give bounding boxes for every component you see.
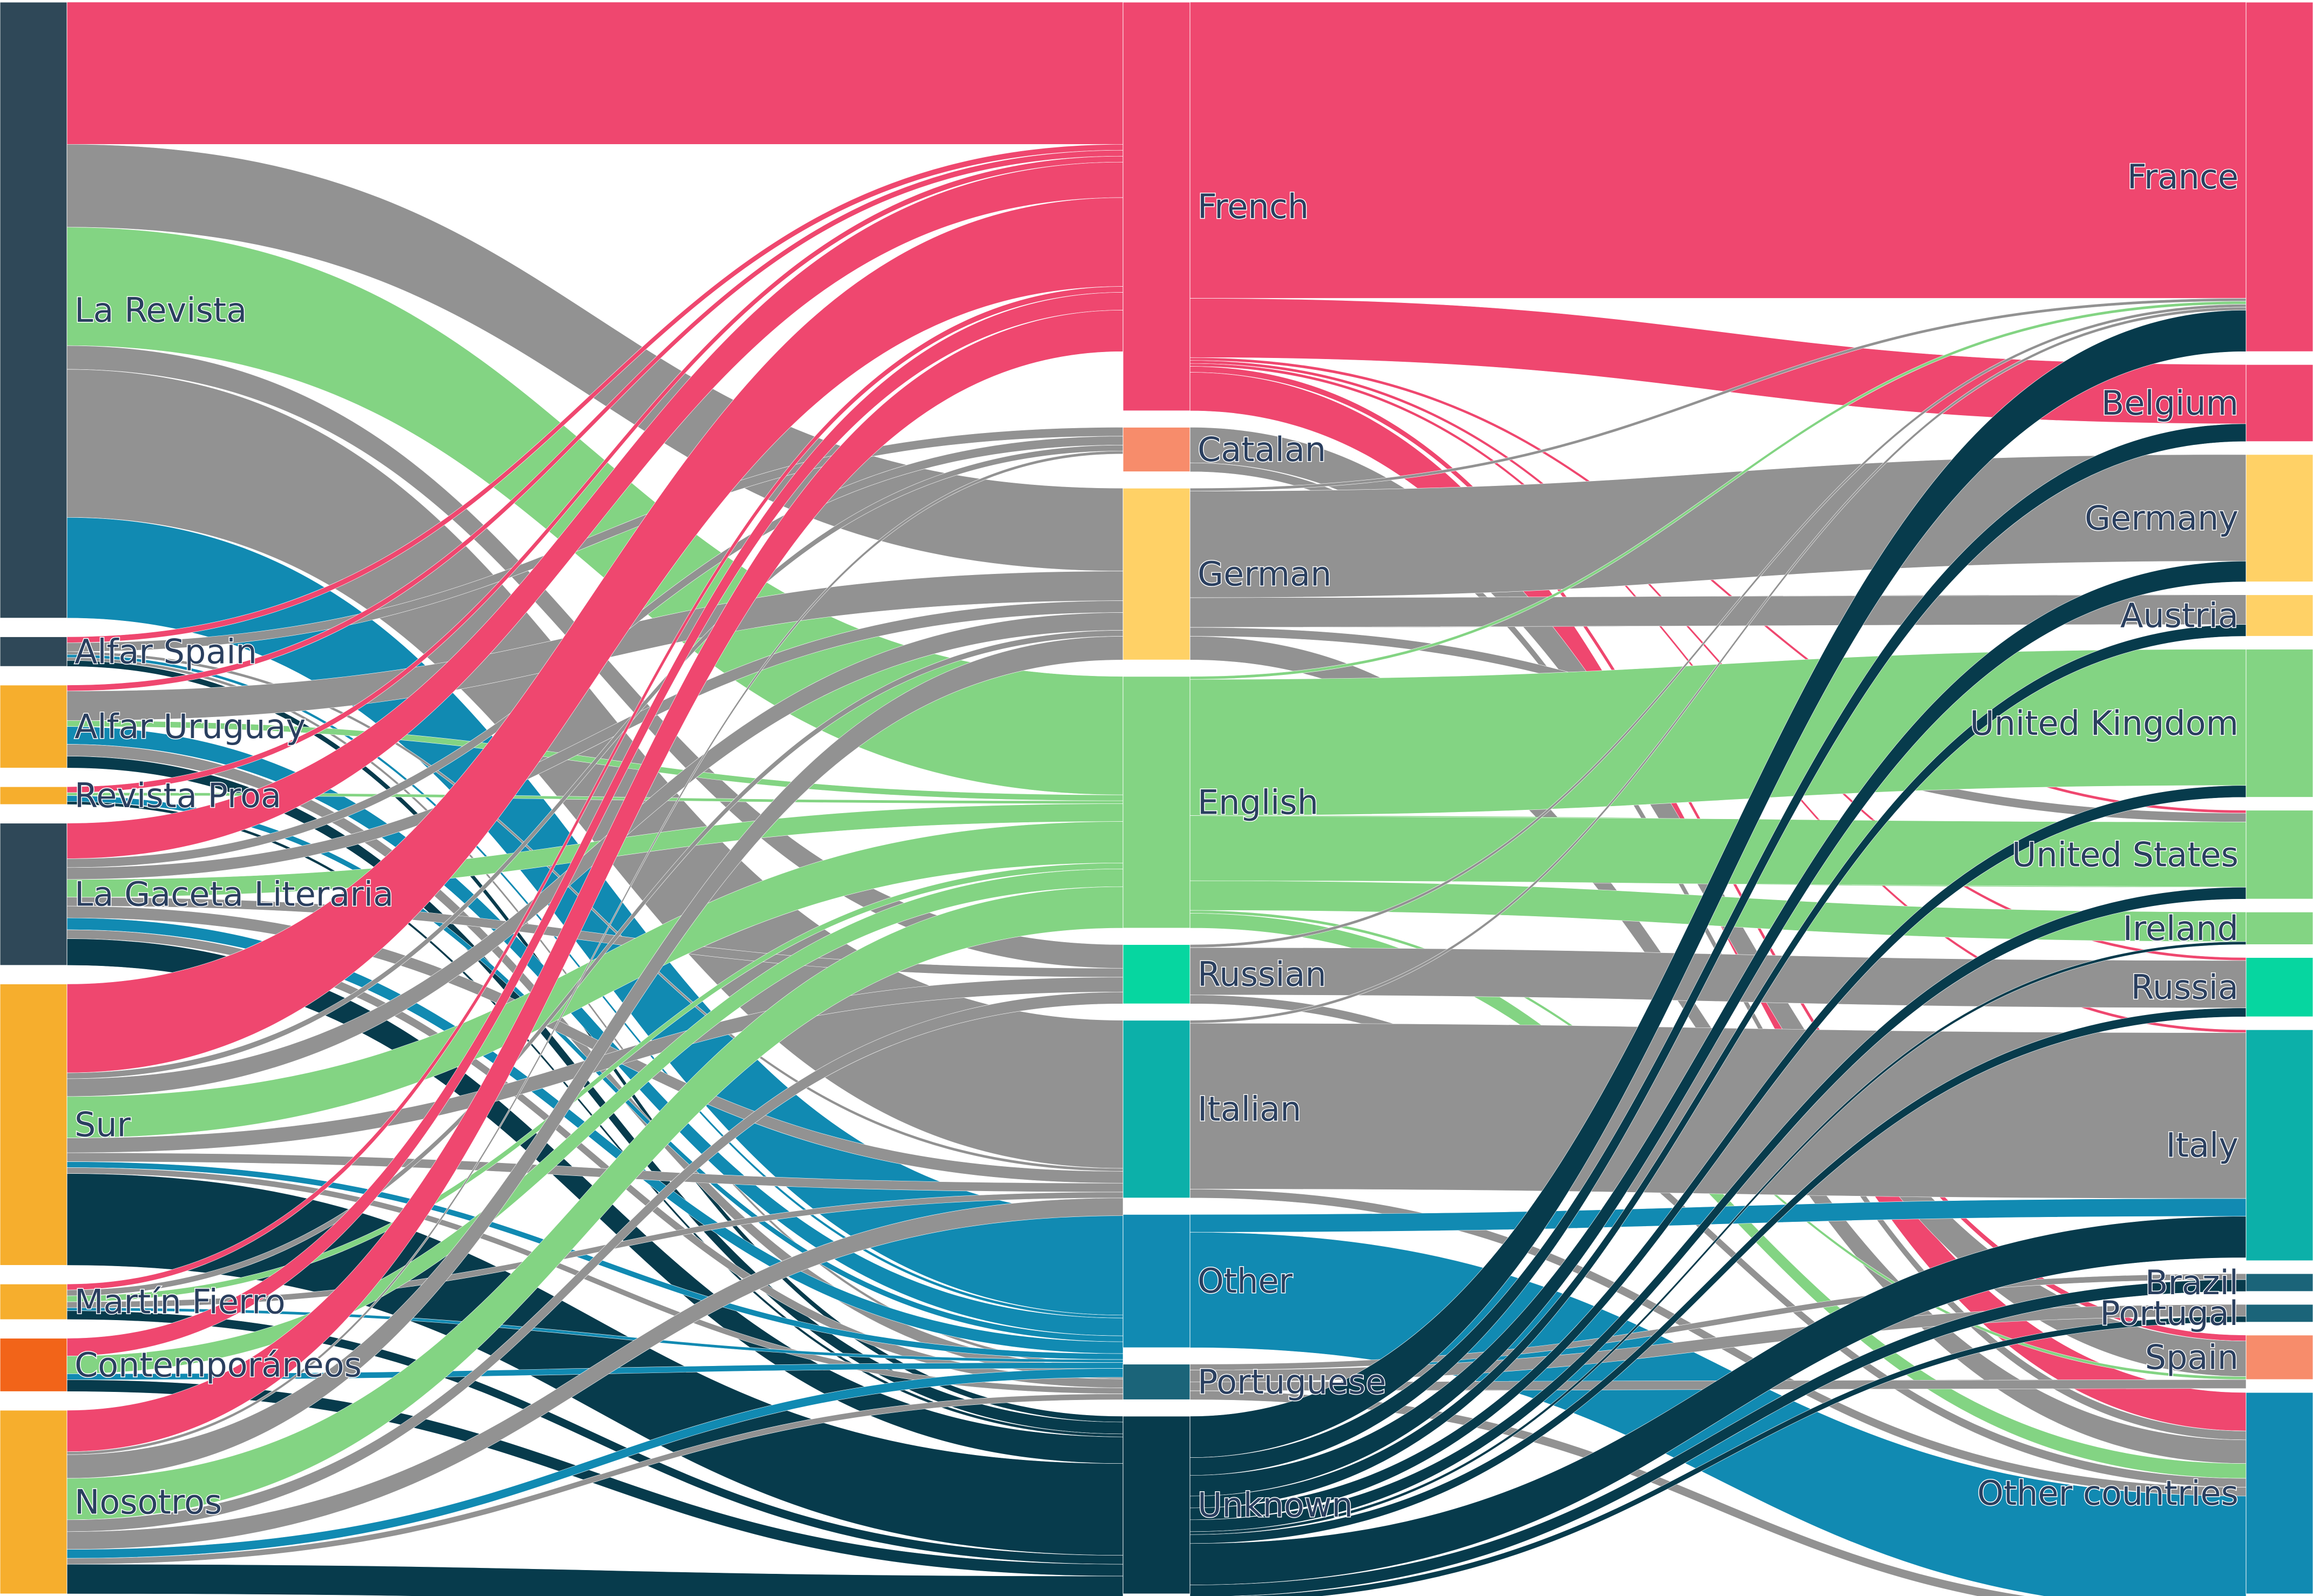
node-label-sur: Sur xyxy=(75,1105,131,1145)
node-italy xyxy=(2246,1029,2313,1261)
node-revista-proa xyxy=(0,786,67,805)
node-label-italy: Italy xyxy=(2166,1126,2238,1165)
node-label-la-gaceta-literaria: La Gaceta Literaria xyxy=(75,875,394,914)
node-brazil xyxy=(2246,1273,2313,1292)
node-label-unknown: Unknown xyxy=(1198,1485,1353,1525)
node-label-italian: Italian xyxy=(1198,1090,1301,1129)
sankey-labels: La Revista Alfar Spain Alfar Uruguay Revist… xyxy=(74,157,2240,1526)
link-la-revista-to-french xyxy=(66,2,1124,145)
node-united-states xyxy=(2246,810,2313,900)
node-label-belgium: Belgium xyxy=(2101,383,2238,423)
node-label-martin-fierro: Martín Fierro xyxy=(75,1282,286,1322)
node-nosotros xyxy=(0,1410,67,1594)
node-german xyxy=(1122,488,1191,660)
link-nosotros-to-unknown xyxy=(66,1564,1124,1596)
node-catalan xyxy=(1122,427,1191,472)
node-label-french: French xyxy=(1198,187,1309,226)
node-label-ireland: Ireland xyxy=(2123,909,2238,948)
node-label-german: German xyxy=(1198,554,1331,594)
node-label-alfar-spain: Alfar Spain xyxy=(75,632,257,671)
node-label-spain: Spain xyxy=(2145,1337,2238,1377)
node-label-russia: Russia xyxy=(2131,968,2238,1007)
node-portugal xyxy=(2246,1304,2313,1323)
node-english xyxy=(1122,676,1191,929)
node-label-austria: Austria xyxy=(2120,596,2238,635)
node-label-other-countries: Other countries xyxy=(1977,1473,2238,1513)
node-label-brazil: Brazil xyxy=(2145,1263,2238,1302)
node-italian xyxy=(1122,1020,1191,1199)
node-spain xyxy=(2246,1335,2313,1380)
node-russian xyxy=(1122,944,1191,1004)
node-unknown xyxy=(1122,1416,1191,1594)
node-ireland xyxy=(2246,911,2313,945)
node-label-germany: Germany xyxy=(2085,498,2238,538)
node-label-alfar-uruguay: Alfar Uruguay xyxy=(75,707,306,746)
node-label-revista-proa: Revista Proa xyxy=(75,776,281,815)
node-la-gaceta-literaria xyxy=(0,823,67,966)
link-portuguese-to-other-countries xyxy=(1189,1390,2027,1596)
node-france xyxy=(2246,2,2313,352)
node-germany xyxy=(2246,454,2313,583)
node-sur xyxy=(0,984,67,1266)
node-label-united-kingdom: United Kingdom xyxy=(1970,704,2238,743)
node-austria xyxy=(2246,594,2313,637)
node-label-catalan: Catalan xyxy=(1198,430,1326,469)
node-label-russian: Russian xyxy=(1198,955,1327,994)
sankey-links xyxy=(66,2,2247,1596)
node-other-countries xyxy=(2246,1392,2313,1594)
link-french-to-france xyxy=(1189,2,2247,299)
node-french xyxy=(1122,2,1191,411)
node-martin-fierro xyxy=(0,1283,67,1320)
node-label-other: Other xyxy=(1198,1261,1293,1301)
node-contemporaneos xyxy=(0,1338,67,1392)
node-alfar-spain xyxy=(0,636,67,667)
node-label-contemporaneos: Contemporáneos xyxy=(75,1345,362,1384)
node-la-revista xyxy=(0,2,67,619)
node-label-nosotros: Nosotros xyxy=(75,1482,222,1521)
node-label-la-revista: La Revista xyxy=(75,290,247,330)
node-portuguese xyxy=(1122,1364,1191,1400)
node-other xyxy=(1122,1214,1191,1348)
node-label-portugal: Portugal xyxy=(2100,1294,2238,1333)
node-united-kingdom xyxy=(2246,648,2313,798)
node-label-france: France xyxy=(2127,157,2238,197)
node-label-united-states: United States xyxy=(2012,835,2238,874)
node-label-portuguese: Portuguese xyxy=(1198,1362,1386,1402)
link-italian-to-italy xyxy=(1189,1023,2247,1199)
node-label-english: English xyxy=(1198,782,1318,822)
node-russia xyxy=(2246,957,2313,1017)
node-belgium xyxy=(2246,364,2313,442)
node-alfar-uruguay xyxy=(0,685,67,768)
